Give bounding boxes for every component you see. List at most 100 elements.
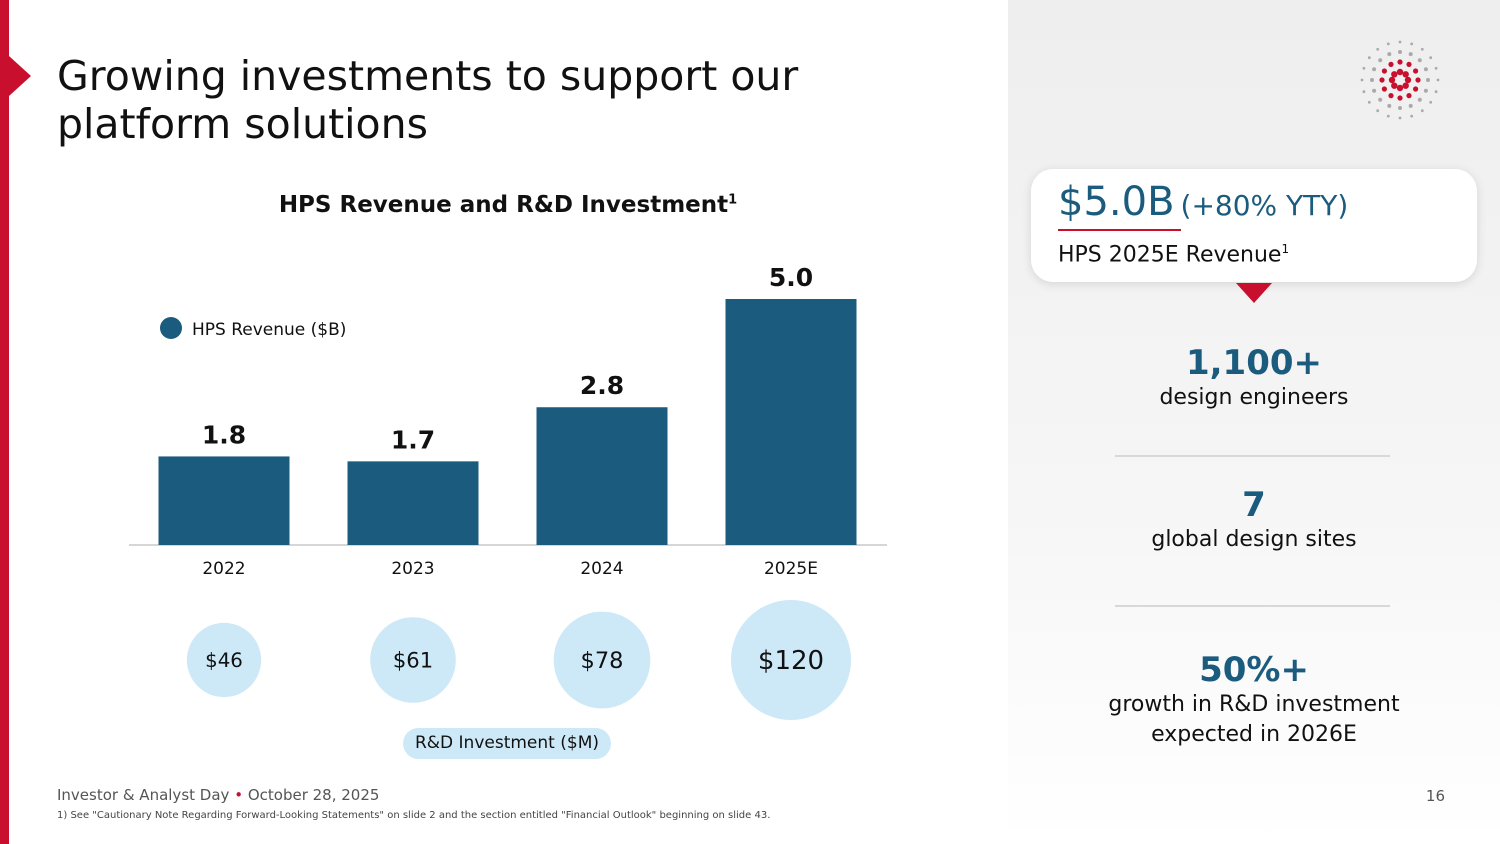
rd-bubble-label: $46 [205, 649, 243, 672]
legend-swatch-icon [160, 317, 182, 339]
stat-value: 1,100+ [1185, 343, 1323, 383]
accent-bar [0, 0, 9, 844]
logo-dot [1381, 86, 1387, 92]
stat-label-line2: expected in 2026E [1151, 722, 1357, 747]
bar-2025E [725, 299, 857, 545]
bar-2022 [158, 456, 290, 545]
logo-dot [1372, 67, 1377, 72]
stat-rd-growth: 50%+ growth in R&D investment expected i… [1058, 650, 1450, 750]
logo-dot [1404, 76, 1412, 84]
footer-event: Investor & Analyst Day • October 28, 202… [57, 786, 379, 804]
rd-bubble-label: $78 [581, 648, 624, 674]
title-arrow-icon [9, 56, 31, 96]
legend-label: HPS Revenue ($B) [192, 320, 346, 340]
logo-dot [1386, 114, 1390, 118]
logo-dot [1402, 71, 1409, 78]
callout-subtitle: HPS 2025E Revenue [1058, 242, 1282, 268]
chart-title: HPS Revenue and R&D Investment1 [200, 192, 816, 218]
stat-divider [1115, 455, 1390, 457]
logo-dot [1387, 103, 1392, 108]
logo-dot [1398, 106, 1402, 110]
page-number: 16 [1425, 787, 1445, 805]
callout-value-row: $5.0B (+80% YTY) [1058, 179, 1348, 225]
footer-date: October 28, 2025 [247, 786, 380, 804]
stat-divider [1115, 605, 1390, 607]
x-tick-label: 2025E [764, 559, 818, 579]
logo-dot [1370, 78, 1374, 82]
chart-legend: HPS Revenue ($B) [160, 317, 346, 340]
logo-dot [1376, 109, 1380, 113]
callout-change: (+80% YTY) [1180, 189, 1349, 222]
logo-dot [1391, 71, 1398, 78]
rd-bubble-2024 [553, 611, 651, 709]
logo-dot [1398, 40, 1402, 44]
logo-dot [1388, 76, 1396, 84]
logo-dot [1391, 82, 1398, 89]
stat-value: 50%+ [1199, 650, 1309, 690]
logo-dot [1423, 88, 1428, 93]
callout-footnote: 1 [1281, 242, 1290, 256]
logo-dot [1396, 84, 1404, 92]
logo-dot [1423, 67, 1428, 72]
footer-event-name: Investor & Analyst Day [57, 786, 230, 804]
logo-dot [1420, 47, 1424, 51]
logo-dot [1387, 52, 1392, 57]
logo-dot [1406, 93, 1412, 99]
logo-dot [1362, 66, 1366, 70]
logo-dot [1376, 47, 1380, 51]
logo-dot [1410, 114, 1414, 118]
logo-dot [1397, 95, 1403, 101]
logo-dot [1396, 68, 1404, 76]
logo-dot [1417, 58, 1422, 63]
footnote: 1) See "Cautionary Note Regarding Forwar… [57, 810, 771, 821]
logo-dot [1434, 66, 1438, 70]
bar-2024 [536, 407, 668, 545]
x-tick-label: 2022 [202, 559, 245, 579]
logo-dot [1378, 97, 1383, 102]
right-panel [1008, 0, 1500, 844]
callout-subtitle-row: HPS 2025E Revenue1 [1058, 242, 1289, 267]
logo-dot [1429, 56, 1433, 60]
rd-bubble-label: $120 [758, 646, 824, 676]
callout-underline [1058, 229, 1181, 231]
logo-dot [1367, 100, 1371, 104]
revenue-rd-chart: HPS Revenue ($B) 1.8 2022 1.7 2023 2.8 2024 5.… [129, 263, 887, 720]
logo-dot [1386, 42, 1390, 46]
callout-value: $5.0B [1058, 179, 1175, 225]
logo-dot [1372, 88, 1377, 93]
logo-dot [1398, 50, 1402, 54]
stat-value: 7 [1242, 485, 1266, 525]
stat-design-sites: 7 global design sites [1058, 485, 1450, 555]
logo-dot [1426, 78, 1430, 82]
rd-bubble-2023 [370, 617, 456, 703]
logo-dot [1415, 77, 1421, 83]
logo-dot [1436, 78, 1440, 82]
logo-dot [1429, 100, 1433, 104]
logo-dot [1410, 42, 1414, 46]
callout-pointer-icon [1236, 283, 1272, 303]
logo-dot [1398, 116, 1402, 120]
stat-engineers: 1,100+ design engineers [1058, 343, 1450, 413]
logo-dot [1413, 86, 1419, 92]
page-title: Growing investments to support our platf… [57, 52, 799, 148]
stat-label-line1: growth in R&D investment [1108, 692, 1400, 717]
logo-dot [1378, 58, 1383, 63]
x-tick-label: 2023 [391, 559, 434, 579]
logo-dot [1381, 68, 1387, 74]
logo-dot [1362, 90, 1366, 94]
logo-dot [1408, 103, 1413, 108]
bar-group: 1.8 2022 1.7 2023 2.8 2024 5.0 2025E [158, 263, 857, 579]
bar-2023 [347, 461, 479, 545]
chart-title-text: HPS Revenue and R&D Investment [278, 192, 729, 218]
logo-dot [1420, 109, 1424, 113]
logo-dot [1388, 93, 1394, 99]
logo-dot [1397, 59, 1403, 65]
rd-bubble-2025E [731, 600, 851, 720]
bar-value-label: 5.0 [769, 263, 813, 292]
rd-investment-label: R&D Investment ($M) [403, 728, 611, 759]
bar-value-label: 2.8 [580, 371, 624, 400]
stat-label: global design sites [1151, 527, 1357, 552]
logo-dot [1402, 82, 1409, 89]
chart-title-footnote: 1 [728, 192, 738, 208]
rd-bubble-2022 [186, 622, 262, 698]
